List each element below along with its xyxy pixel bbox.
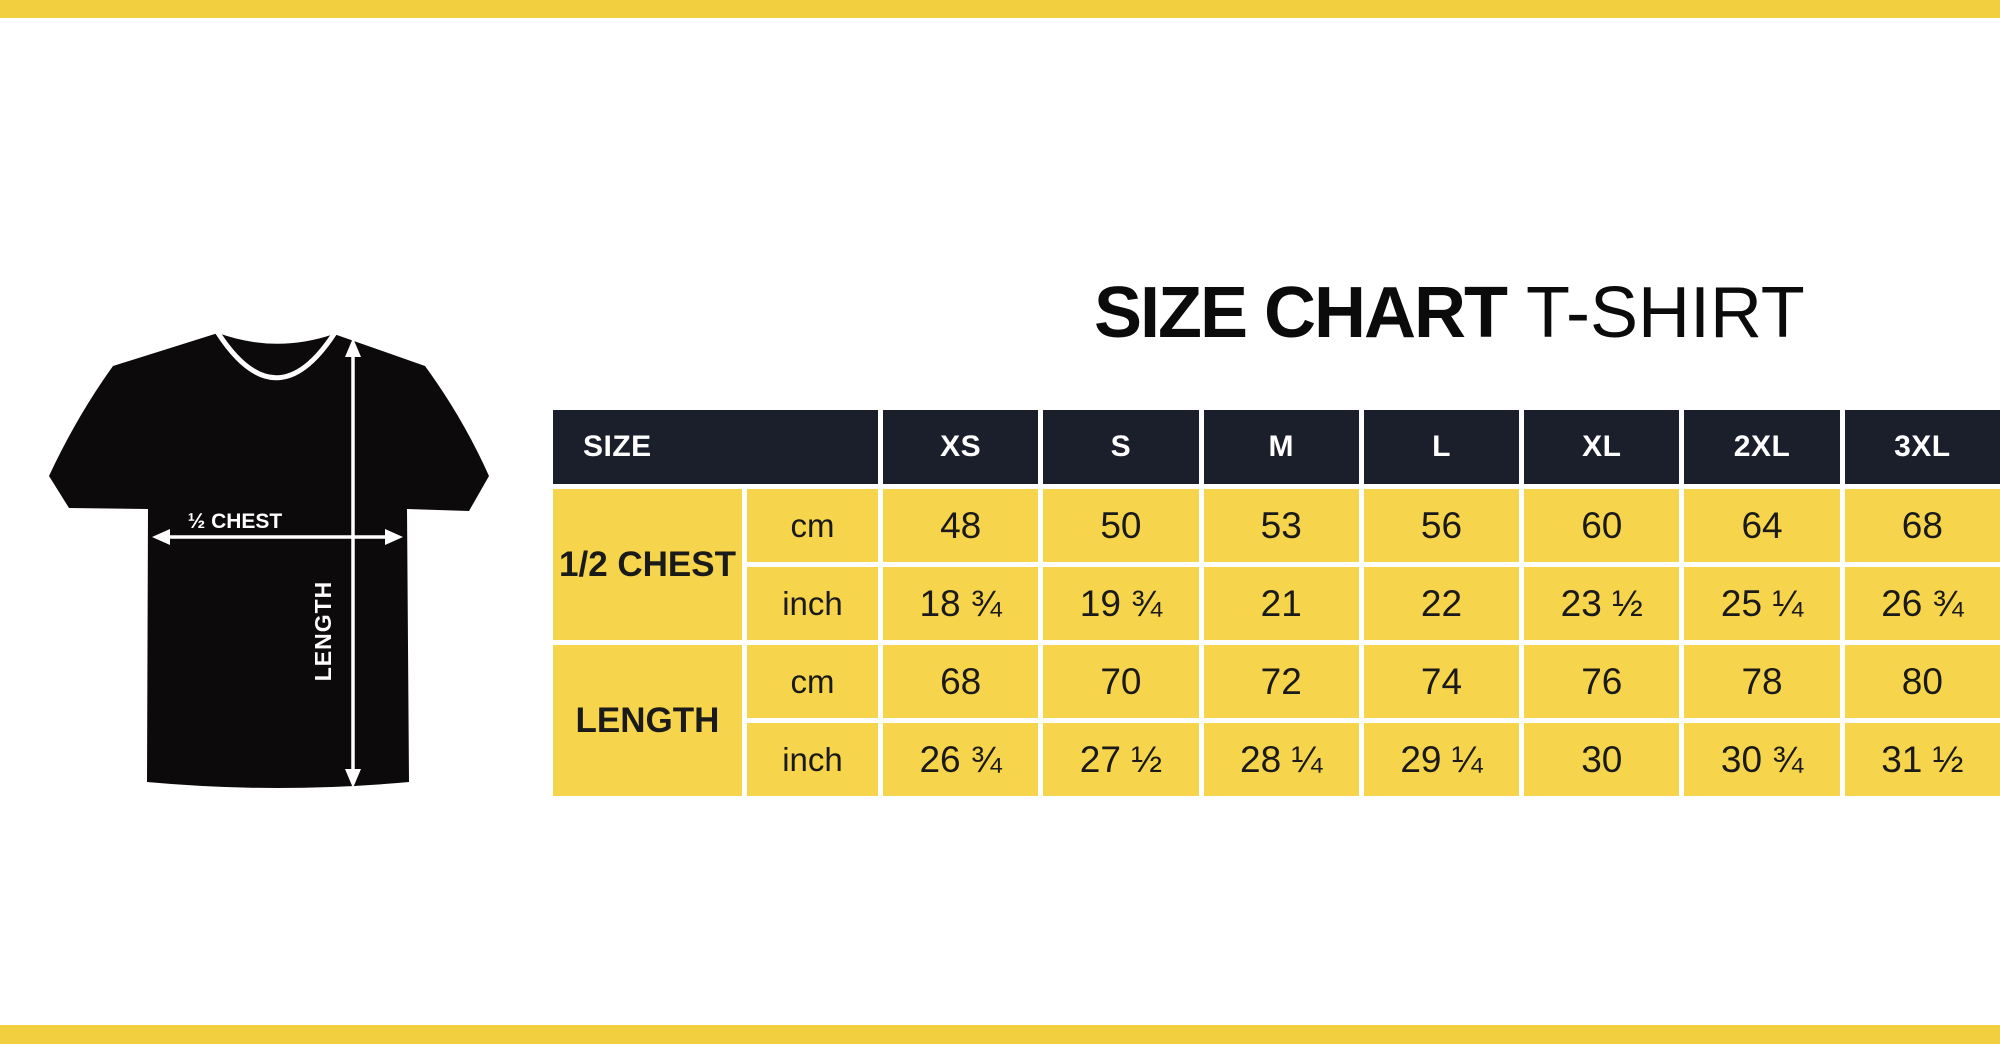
table-header-xs: XS xyxy=(883,410,1039,484)
table-value-cell: 50 xyxy=(1043,489,1199,562)
top-accent-bar xyxy=(0,0,2000,18)
table-value-cell: 26 ¾ xyxy=(883,723,1039,796)
table-unit-cm: cm xyxy=(747,489,878,562)
table-header-size: SIZE xyxy=(553,410,878,484)
table-value-cell: 60 xyxy=(1524,489,1680,562)
tshirt-measurement-diagram: ½ CHEST LENGTH xyxy=(48,330,490,792)
table-unit-inch: inch xyxy=(747,723,878,796)
table-value-cell: 53 xyxy=(1203,489,1359,562)
table-value-cell: 48 xyxy=(883,489,1039,562)
table-value-cell: 68 xyxy=(1844,489,2000,562)
table-header-s: S xyxy=(1043,410,1199,484)
table-header-3xl: 3XL xyxy=(1844,410,2000,484)
table-value-cell: 18 ¾ xyxy=(883,567,1039,640)
table-unit-inch: inch xyxy=(747,567,878,640)
table-value-cell: 76 xyxy=(1524,645,1680,718)
table-header-2xl: 2XL xyxy=(1684,410,1840,484)
size-table: SIZE XS S M L XL 2XL 3XL 1/2 CHEST cm 48 50 53 56 60 64… xyxy=(553,410,2000,796)
chest-arrow-label: ½ CHEST xyxy=(188,510,283,533)
table-value-cell: 30 xyxy=(1524,723,1680,796)
table-value-cell: 28 ¼ xyxy=(1203,723,1359,796)
page-title: SIZE CHART T-SHIRT xyxy=(1094,272,1805,354)
tshirt-silhouette-shape xyxy=(49,333,489,788)
page-title-light: T-SHIRT xyxy=(1526,273,1805,353)
table-value-cell: 23 ½ xyxy=(1524,567,1680,640)
table-measure--chest: 1/2 CHEST xyxy=(553,489,742,640)
table-value-cell: 27 ½ xyxy=(1043,723,1199,796)
length-arrow-label: LENGTH xyxy=(310,581,336,682)
table-header-l: L xyxy=(1363,410,1520,484)
chest-arrow-icon xyxy=(152,529,403,545)
collar-line-icon xyxy=(215,330,337,381)
table-value-cell: 30 ¾ xyxy=(1684,723,1840,796)
table-header-xl: XL xyxy=(1524,410,1680,484)
table-value-cell: 70 xyxy=(1043,645,1199,718)
table-unit-cm: cm xyxy=(747,645,878,718)
table-value-cell: 78 xyxy=(1684,645,1840,718)
table-value-cell: 74 xyxy=(1363,645,1520,718)
table-value-cell: 21 xyxy=(1203,567,1359,640)
table-value-cell: 29 ¼ xyxy=(1363,723,1520,796)
table-value-cell: 80 xyxy=(1844,645,2000,718)
table-header-m: M xyxy=(1203,410,1359,484)
table-value-cell: 56 xyxy=(1363,489,1520,562)
table-value-cell: 68 xyxy=(883,645,1039,718)
table-value-cell: 22 xyxy=(1363,567,1520,640)
table-value-cell: 64 xyxy=(1684,489,1840,562)
bottom-accent-bar xyxy=(0,1025,2000,1044)
length-arrow-icon xyxy=(345,338,361,788)
table-value-cell: 72 xyxy=(1203,645,1359,718)
page-title-bold: SIZE CHART xyxy=(1094,273,1508,353)
table-value-cell: 25 ¼ xyxy=(1684,567,1840,640)
table-measure-length: LENGTH xyxy=(553,645,742,796)
table-value-cell: 31 ½ xyxy=(1844,723,2000,796)
table-value-cell: 19 ¾ xyxy=(1043,567,1199,640)
table-value-cell: 26 ¾ xyxy=(1844,567,2000,640)
